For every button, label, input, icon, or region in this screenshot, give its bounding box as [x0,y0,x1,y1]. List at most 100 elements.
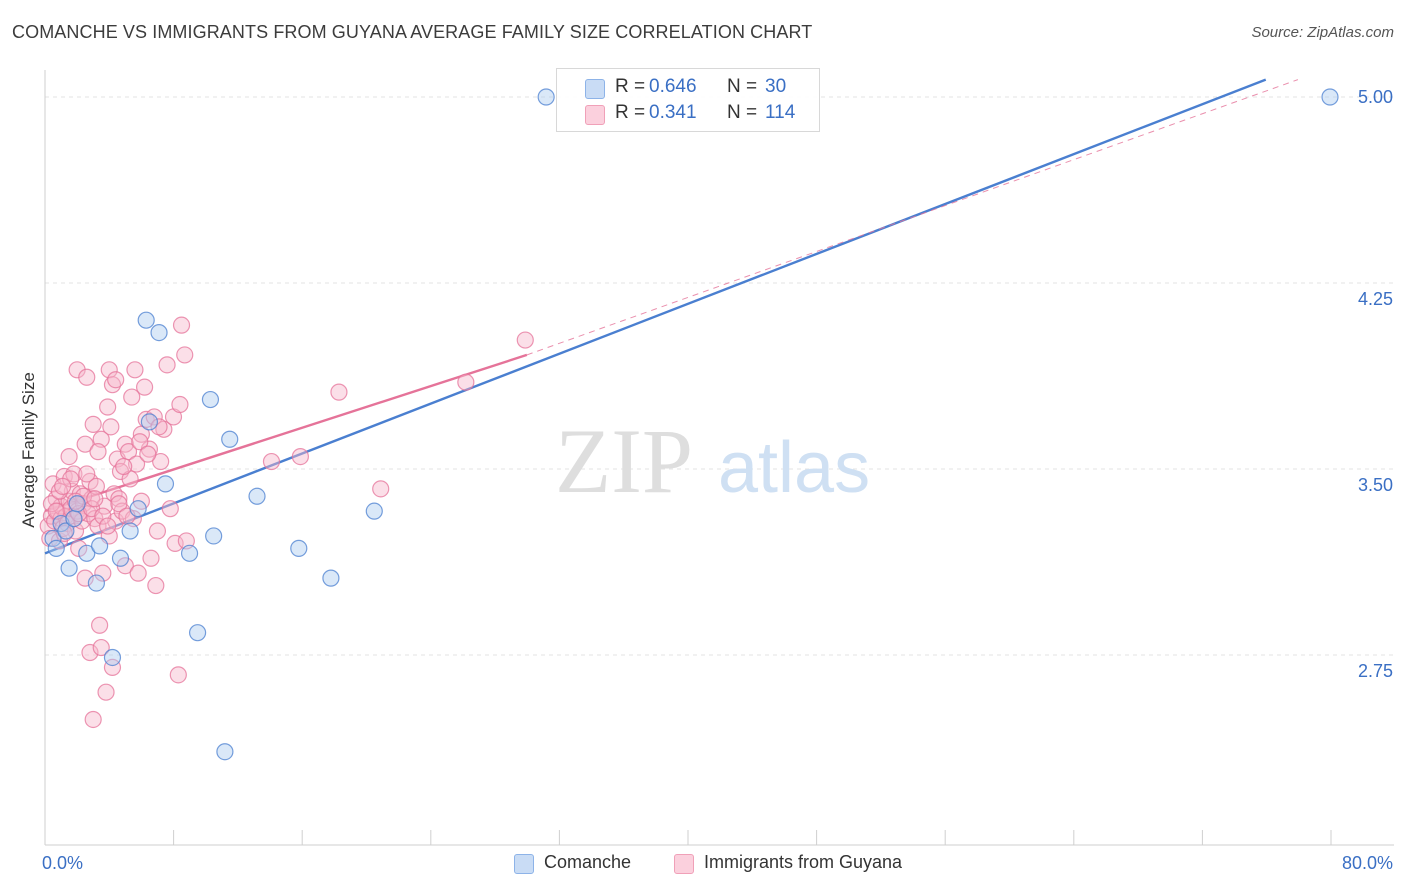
point-guyana [97,683,115,701]
point-comanche [111,549,130,567]
point-guyana [65,465,83,483]
point-guyana [84,415,102,433]
y-tick-label: 4.25 [1358,289,1393,309]
point-guyana [76,435,94,453]
point-guyana [105,485,123,503]
point-comanche [201,390,220,409]
point-guyana [103,658,122,677]
bottom-legend-label: Immigrants from Guyana [704,852,903,872]
point-guyana [110,495,128,513]
point-guyana [145,408,163,426]
axes-layer [44,70,1394,846]
point-comanche [188,624,207,642]
point-guyana [99,517,117,535]
point-guyana [169,666,187,684]
point-guyana [99,398,117,416]
point-guyana [78,368,96,386]
y-tick-label: 2.75 [1358,661,1393,681]
point-comanche [60,559,78,577]
point-guyana [78,465,96,483]
point-comanche [248,487,266,505]
point-comanche [44,529,62,548]
points-layer [39,88,1339,761]
point-guyana [291,448,309,466]
point-guyana [129,564,147,582]
legend-n-label: N = [727,102,758,123]
point-comanche [180,544,199,562]
point-guyana [126,361,144,379]
point-guyana [158,356,176,374]
point-comanche [129,500,147,518]
trendline-extension-guyana [526,79,1299,356]
legend-r-label: R = [615,102,646,123]
point-comanche [205,527,223,545]
chart-title: COMANCHE VS IMMIGRANTS FROM GUYANA AVERA… [12,22,813,42]
point-comanche [150,324,168,342]
legend-r-label: R = [615,76,646,97]
trendline-comanche [44,78,1267,555]
point-comanche [221,430,239,448]
point-comanche [68,495,86,513]
source-credit: Source: ZipAtlas.com [1251,24,1394,41]
point-comanche [91,537,109,555]
point-guyana [94,564,112,582]
point-guyana [91,616,109,634]
point-guyana [135,378,154,396]
point-comanche [537,88,555,106]
point-guyana [127,455,146,473]
bottom-swatch-comanche [514,854,534,874]
point-guyana [330,383,348,401]
point-guyana [457,373,475,391]
point-guyana [166,534,184,553]
labels-layer: 2.75 3.50 4.25 5.00 0.0% 80.0% [42,87,1393,873]
point-guyana [107,371,125,389]
point-guyana [516,331,534,349]
point-comanche [87,574,106,592]
legend-r-value: 0.646 [649,76,697,97]
point-guyana [115,457,133,476]
point-guyana [50,482,69,500]
point-comanche [156,475,175,493]
point-guyana [161,500,179,518]
point-comanche [121,522,139,540]
point-guyana [142,549,160,567]
y-tick-label: 5.00 [1358,87,1393,107]
point-guyana [87,477,106,495]
stats-legend: R = 0.646 N = 30 R = 0.341 N = 114 [556,68,820,132]
point-guyana [66,522,85,540]
point-comanche [322,569,340,587]
bottom-swatch-guyana [674,854,694,874]
point-comanche [65,509,83,528]
point-guyana [123,388,141,406]
point-guyana [152,452,170,471]
point-guyana [148,522,167,540]
watermark-atlas: atlas [718,428,870,508]
point-guyana [92,638,110,657]
point-guyana [89,517,107,535]
point-guyana [171,395,189,414]
grid-layer [45,96,1394,656]
point-guyana [172,316,191,334]
point-guyana [262,452,281,471]
point-guyana [155,420,173,438]
point-guyana [60,448,78,466]
x-tick-label: 80.0% [1342,853,1393,873]
point-guyana [94,507,112,525]
point-guyana [81,643,99,662]
legend-n-value: 114 [765,102,796,123]
y-axis-label: Average Family Size [19,372,38,528]
bottom-legend-label: Comanche [544,852,632,872]
point-comanche [140,413,159,431]
point-comanche [47,539,65,557]
point-guyana [103,376,122,394]
legend-n-value: 30 [765,76,787,97]
point-guyana [54,477,72,495]
watermark-zip: ZIP [555,410,693,512]
point-guyana [89,443,107,461]
point-comanche [216,743,234,761]
point-comanche [290,539,308,557]
point-guyana [176,346,194,364]
legend-swatch-guyana [585,105,605,125]
point-guyana [131,433,149,451]
